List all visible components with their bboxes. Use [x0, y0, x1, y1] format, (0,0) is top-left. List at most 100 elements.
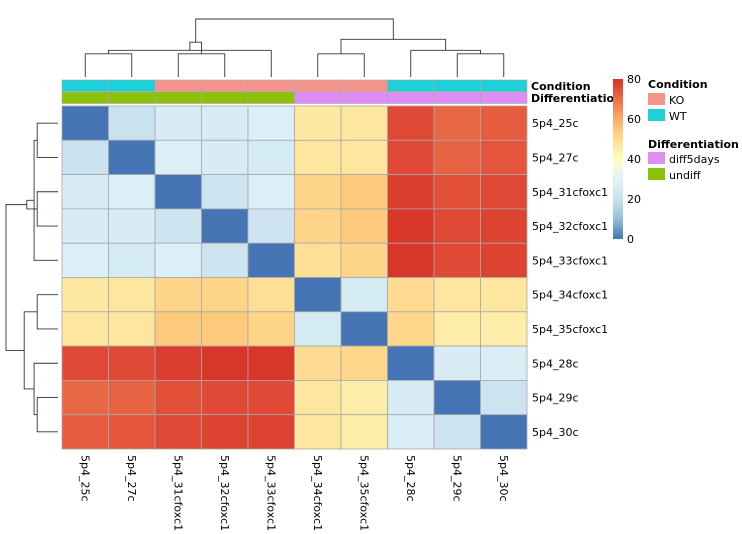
colorbar-ticks: 0 20 40 60 80 [627, 73, 641, 246]
legend-swatch-ko [648, 93, 665, 105]
heatmap-cell [201, 277, 249, 313]
row-label: 5p4_32cfoxc1 [532, 220, 608, 233]
heatmap-cell [480, 414, 528, 450]
heatmap-cell [340, 208, 388, 244]
legend-swatch-wt [648, 109, 665, 121]
heatmap-cell [433, 277, 481, 313]
dendrogram-branch [340, 38, 447, 54]
dendrogram-branch [23, 311, 38, 390]
heatmap-cell [247, 311, 295, 347]
heatmap-cell [340, 105, 388, 141]
heatmap-cell [108, 414, 156, 450]
heatmap-cell [340, 174, 388, 210]
differentiation-annotation-cell [61, 91, 109, 104]
condition-annotation-cell [433, 79, 481, 92]
differentiation-annotation-cell [201, 91, 249, 104]
heatmap-cell [108, 174, 156, 210]
heatmap-cell [340, 311, 388, 347]
colorbar-tick-label: 60 [627, 113, 641, 126]
differentiation-annotation-cell [108, 91, 156, 104]
row-label: 5p4_35cfoxc1 [532, 323, 608, 336]
annotation-label-differentiation: Differentiation [531, 92, 622, 105]
heatmap-cell [387, 105, 435, 141]
legend-label-undiff: undiff [669, 169, 701, 182]
heatmap-cell [433, 242, 481, 278]
row-label: 5p4_27c [532, 151, 579, 164]
heatmap-cell [154, 174, 202, 210]
heatmap-cell [247, 208, 295, 244]
column-label: 5p4_32cfoxc1 [218, 455, 231, 531]
heatmap-cell [433, 311, 481, 347]
annotation-label-condition: Condition [531, 80, 591, 93]
heatmap-cell [294, 105, 342, 141]
row-label: 5p4_34cfoxc1 [532, 289, 608, 302]
legend-title-condition: Condition [648, 78, 708, 91]
heatmap-cell [154, 105, 202, 141]
heatmap-cell [247, 139, 295, 176]
dendrogram-branch [36, 122, 58, 158]
dendrogram-branch [84, 53, 133, 77]
column-label: 5p4_30c [497, 455, 510, 502]
condition-annotation-cell [340, 79, 388, 92]
heatmap-cell [433, 345, 481, 381]
heatmap-cell [154, 208, 202, 244]
heatmap-cell [154, 345, 202, 381]
differentiation-annotation-cell [247, 91, 295, 104]
heatmap-cell [480, 208, 528, 244]
heatmap-cell [294, 277, 342, 313]
column-labels: 5p4_25c 5p4_27c 5p4_31cfoxc1 5p4_32cfoxc1 5p… [78, 455, 510, 531]
dendrogram-branch [410, 49, 481, 77]
condition-annotation-cell [480, 79, 528, 92]
heatmap-cell [108, 242, 156, 278]
legend-label-wt: WT [669, 110, 687, 123]
legend-title-differentiation: Differentiation [648, 138, 739, 151]
heatmap-cell [154, 277, 202, 313]
heatmap-cell [61, 242, 109, 278]
column-label: 5p4_28c [404, 455, 417, 502]
colorbar-tick-label: 0 [627, 233, 634, 246]
heatmap-cell [247, 174, 295, 210]
heatmap-cell [247, 379, 295, 416]
heatmap-cell [154, 139, 202, 176]
dendrogram-branch [33, 139, 58, 261]
dendrogram-branch [195, 18, 394, 43]
row-labels: 5p4_25c 5p4_27c 5p4_31cfoxc1 5p4_32cfoxc1 5p… [532, 117, 608, 439]
legend-label-diff5days: diff5days [669, 153, 720, 166]
heatmap-cell [294, 379, 342, 416]
heatmap-cell [480, 174, 528, 210]
heatmap-cell [201, 208, 249, 244]
differentiation-annotation-cell [154, 91, 202, 104]
heatmap-cell [387, 311, 435, 347]
heatmap-cell [387, 277, 435, 313]
heatmap-cell [201, 414, 249, 450]
column-label: 5p4_35cfoxc1 [357, 455, 370, 531]
column-label: 5p4_33cfoxc1 [264, 455, 277, 531]
column-label: 5p4_29c [450, 455, 463, 502]
heatmap-cell [480, 242, 528, 278]
dendrogram-branch [5, 204, 27, 351]
heatmap-cell [340, 414, 388, 450]
heatmap-cell [387, 414, 435, 450]
heatmap-cell [61, 139, 109, 176]
heatmap-cell [108, 277, 156, 313]
heatmap-cell [154, 242, 202, 278]
heatmap-cell [247, 345, 295, 381]
heatmap-cell [480, 277, 528, 313]
heatmap-cell [201, 311, 249, 347]
heatmap-cell [201, 242, 249, 278]
heatmap-cell [201, 139, 249, 176]
heatmap-cell [108, 139, 156, 176]
condition-annotation-cell [247, 79, 295, 92]
differentiation-annotation-cell [340, 91, 388, 104]
row-label: 5p4_29c [532, 392, 579, 405]
heatmap-cell [387, 242, 435, 278]
differentiation-annotation-cell [480, 91, 528, 104]
heatmap-cell [480, 139, 528, 176]
heatmap-cell [387, 379, 435, 416]
dendrogram-branch [36, 191, 58, 227]
dendrogram-branch [36, 294, 58, 330]
dendrogram-branch [108, 49, 272, 77]
condition-annotation-cell [201, 79, 249, 92]
dendrogram-branch [26, 199, 38, 210]
heatmap-cell [294, 242, 342, 278]
